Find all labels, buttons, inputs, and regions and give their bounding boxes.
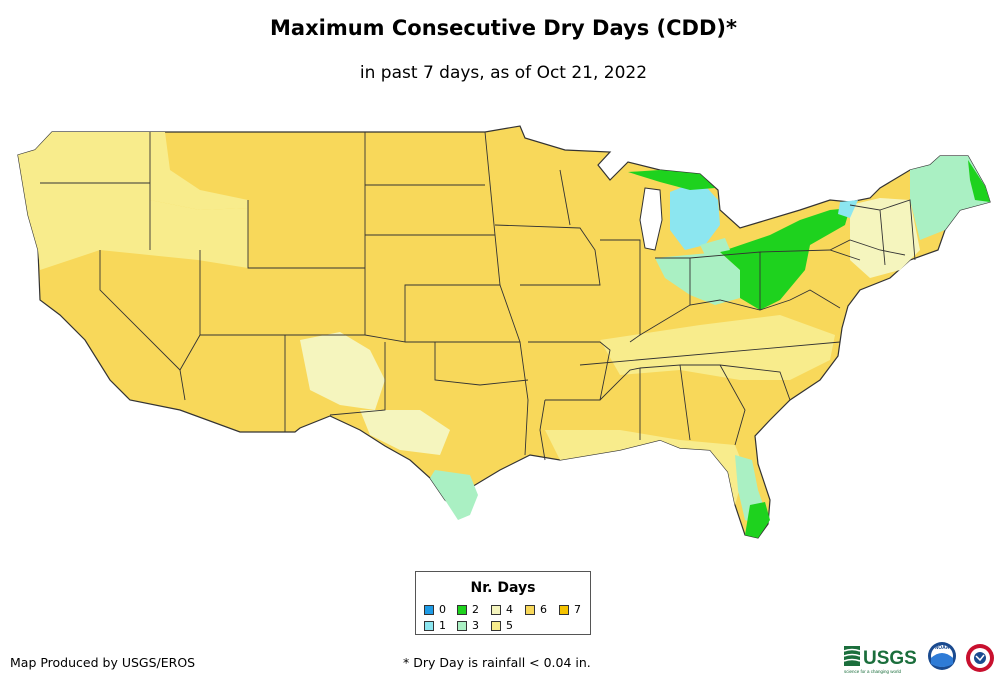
region-maine-2day	[968, 160, 990, 202]
region-ohio-3day	[655, 252, 740, 305]
legend-item-2: 2	[457, 603, 479, 616]
legend-swatch-6	[525, 604, 535, 615]
lake-michigan	[639, 187, 663, 251]
region-nm-4day	[300, 332, 385, 410]
us-dry-days-map	[17, 125, 991, 539]
legend-swatch-4	[491, 604, 501, 615]
legend-label-5: 5	[506, 619, 513, 632]
legend-swatch-3	[457, 620, 467, 631]
legend-item-0: 0	[424, 603, 446, 616]
legend-swatch-2	[457, 604, 467, 615]
legend-title: Nr. Days	[470, 580, 536, 596]
region-idaho-5day	[150, 132, 248, 210]
legend-item-6: 6	[525, 603, 547, 616]
usgs-wordmark: USGS	[863, 648, 917, 669]
region-west-5day	[18, 132, 248, 270]
region-gulf-5day	[545, 430, 745, 505]
legend-label-1: 1	[439, 619, 446, 632]
usgs-tagline: science for a changing world	[844, 669, 902, 674]
dry-day-footnote: * Dry Day is rainfall < 0.04 in.	[403, 655, 591, 670]
legend-item-7: 7	[559, 603, 581, 616]
noaa-logo: NOAA	[928, 642, 956, 670]
legend-item-5: 5	[491, 619, 513, 632]
legend: Nr. Days 0 1 2 3 4 5 6	[415, 571, 591, 635]
region-tx-4day	[360, 410, 450, 455]
region-ny-1day	[838, 200, 858, 218]
legend-swatch-7	[559, 604, 569, 615]
region-up-2day	[628, 170, 715, 190]
legend-label-7: 7	[574, 603, 581, 616]
region-stx-3day	[430, 470, 478, 520]
legend-label-3: 3	[472, 619, 479, 632]
legend-label-4: 4	[506, 603, 513, 616]
region-ne-4day	[850, 198, 920, 278]
agency-logos: USGS science for a changing world NOAA	[843, 642, 994, 674]
legend-label-0: 0	[439, 603, 446, 616]
map-credit: Map Produced by USGS/EROS	[10, 655, 196, 670]
legend-item-1: 1	[424, 619, 446, 632]
legend-label-2: 2	[472, 603, 479, 616]
nws-logo	[966, 644, 994, 672]
legend-item-4: 4	[491, 603, 513, 616]
map-title: Maximum Consecutive Dry Days (CDD)*	[270, 16, 737, 40]
region-fl-2day	[745, 502, 770, 538]
region-southeast-5day	[600, 315, 835, 380]
region-michigan-3day	[700, 238, 730, 255]
region-michigan-1day	[670, 180, 720, 250]
legend-swatch-1	[424, 620, 434, 631]
map-subtitle: in past 7 days, as of Oct 21, 2022	[359, 63, 648, 83]
noaa-wordmark: NOAA	[935, 645, 950, 651]
legend-swatch-0	[424, 604, 434, 615]
legend-label-6: 6	[540, 603, 547, 616]
state-boundaries	[40, 131, 916, 461]
legend-swatch-5	[491, 620, 501, 631]
region-ohio-2day	[720, 208, 850, 310]
usgs-logo: USGS science for a changing world	[843, 646, 917, 674]
legend-item-3: 3	[457, 619, 479, 632]
